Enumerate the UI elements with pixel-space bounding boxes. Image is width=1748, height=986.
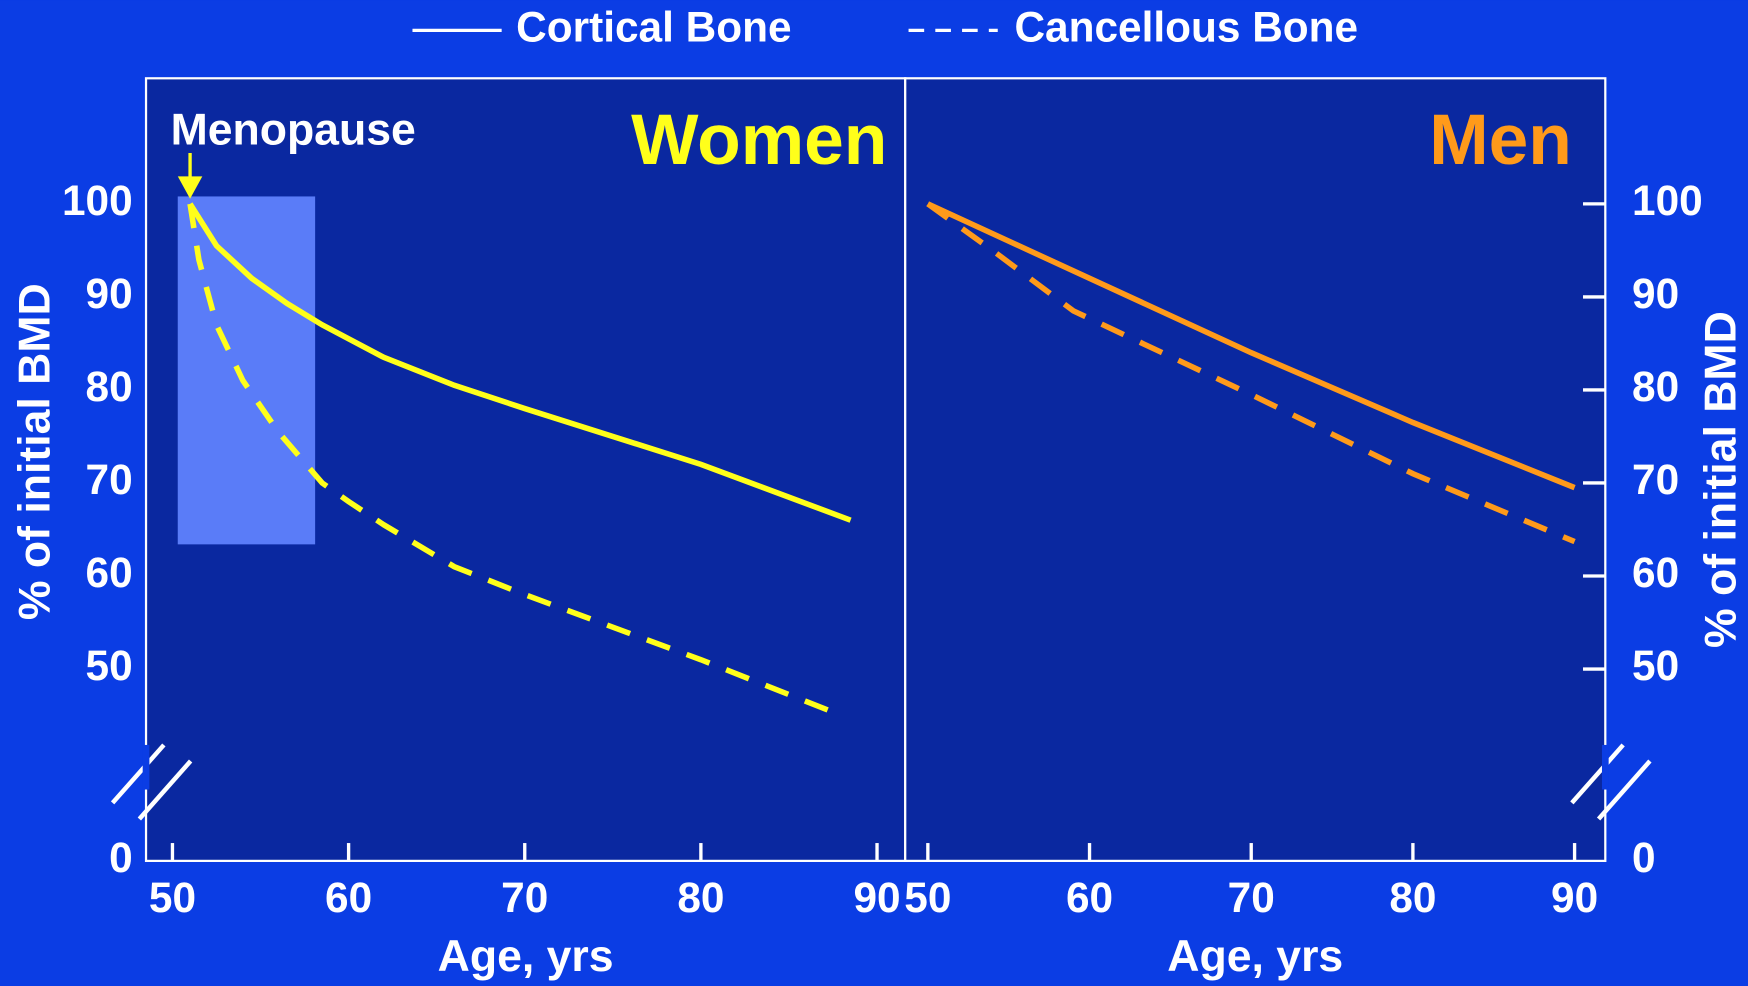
y-tick-label: 100	[62, 177, 133, 224]
y-tick-label: 80	[86, 363, 133, 410]
y-tick-label: 80	[1632, 363, 1679, 410]
y-tick-label: 90	[86, 270, 133, 317]
x-axis-label: Age, yrs	[1167, 932, 1343, 981]
y-tick-label: 70	[1632, 456, 1679, 503]
axis-break-gap	[142, 744, 150, 790]
highlight-arrowhead	[177, 176, 203, 199]
x-tick-label: 90	[1551, 874, 1598, 921]
y-tick-label: 90	[1632, 270, 1679, 317]
x-tick-label: 50	[904, 874, 951, 921]
axis-break-gap	[1601, 744, 1609, 790]
x-tick-label: 80	[677, 874, 724, 921]
y-tick-label: 50	[1632, 642, 1679, 689]
x-tick-label: 70	[1228, 874, 1275, 921]
y-tick-label: 0	[109, 834, 133, 881]
x-tick-label: 80	[1389, 874, 1436, 921]
x-tick-label: 50	[149, 874, 196, 921]
y-tick-label: 70	[86, 456, 133, 503]
highlight-label: Menopause	[171, 106, 416, 155]
x-tick-label: 60	[325, 874, 372, 921]
panel-title: Women	[631, 100, 887, 180]
series-line	[926, 201, 1576, 491]
axis-break	[1596, 759, 1652, 821]
axis-break	[1570, 743, 1625, 805]
legend-label: Cancellous Bone	[1014, 4, 1358, 51]
y-tick-label: 60	[86, 549, 133, 596]
y-tick-label: 100	[1632, 177, 1703, 224]
x-axis-label: Age, yrs	[438, 932, 614, 981]
series-line	[187, 202, 852, 523]
axis-break	[137, 759, 193, 821]
plot-area	[904, 77, 1607, 862]
y-tick-label: 50	[86, 642, 133, 689]
x-tick-label: 90	[853, 874, 900, 921]
x-tick-label: 70	[501, 874, 548, 921]
panel-title: Men	[1429, 100, 1572, 180]
y-axis-label: % of initial BMD	[11, 283, 60, 620]
y-tick-label: 60	[1632, 549, 1679, 596]
series-line	[926, 201, 1576, 545]
y-axis-label: % of initial BMD	[1696, 311, 1745, 648]
legend-label: Cortical Bone	[516, 4, 791, 51]
axis-break	[110, 743, 166, 805]
x-tick-label: 60	[1066, 874, 1113, 921]
y-tick-label: 0	[1632, 834, 1656, 881]
